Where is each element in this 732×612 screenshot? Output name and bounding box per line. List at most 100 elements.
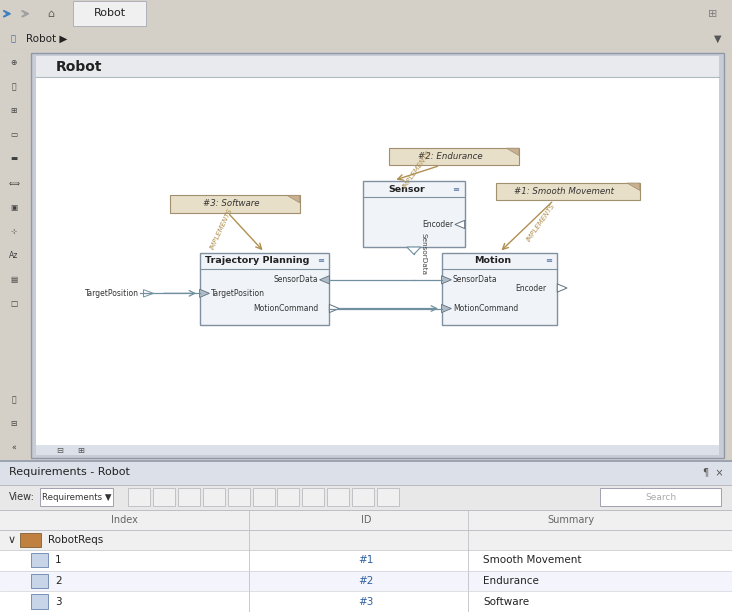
Text: Requirements - Robot: Requirements - Robot: [9, 468, 130, 477]
Text: IMPLEMENTS: IMPLEMENTS: [401, 149, 432, 189]
Text: ⌂: ⌂: [48, 9, 55, 19]
Text: SensorData: SensorData: [274, 275, 318, 285]
Text: TargetPosition: TargetPosition: [211, 289, 265, 298]
Text: □: □: [10, 299, 18, 308]
FancyBboxPatch shape: [20, 533, 41, 547]
Text: #1: Smooth Movement: #1: Smooth Movement: [514, 187, 614, 196]
Text: ▤: ▤: [10, 275, 18, 284]
Text: ▭: ▭: [10, 130, 18, 140]
FancyBboxPatch shape: [31, 553, 48, 567]
FancyBboxPatch shape: [0, 510, 732, 530]
Text: ⊕: ⊕: [11, 58, 17, 67]
Text: Az: Az: [10, 251, 18, 259]
Polygon shape: [200, 289, 209, 297]
FancyBboxPatch shape: [600, 488, 721, 506]
FancyBboxPatch shape: [128, 488, 150, 506]
Text: ⬛: ⬛: [11, 34, 16, 43]
Text: MotionCommand: MotionCommand: [453, 304, 518, 313]
FancyBboxPatch shape: [0, 485, 732, 510]
Text: 🔍: 🔍: [12, 82, 16, 91]
Text: ¶  ×: ¶ ×: [703, 468, 723, 477]
Text: ≡: ≡: [317, 256, 324, 266]
FancyBboxPatch shape: [389, 148, 519, 165]
Text: Encoder: Encoder: [422, 220, 454, 229]
Text: 📷: 📷: [12, 395, 16, 405]
Text: ≡: ≡: [452, 185, 459, 193]
FancyBboxPatch shape: [228, 488, 250, 506]
Polygon shape: [287, 195, 299, 203]
FancyBboxPatch shape: [327, 488, 349, 506]
Text: Sensor: Sensor: [389, 185, 425, 193]
FancyBboxPatch shape: [36, 56, 720, 455]
Text: Robot: Robot: [56, 59, 102, 73]
FancyBboxPatch shape: [253, 488, 274, 506]
Text: ⊞: ⊞: [77, 446, 84, 455]
Text: ⊟: ⊟: [56, 446, 63, 455]
Text: 2: 2: [55, 576, 61, 586]
FancyBboxPatch shape: [363, 181, 465, 247]
Text: MotionCommand: MotionCommand: [253, 304, 318, 313]
Polygon shape: [143, 289, 153, 297]
Text: ID: ID: [361, 515, 371, 525]
FancyBboxPatch shape: [31, 594, 48, 609]
Polygon shape: [407, 247, 421, 255]
Text: ⊹: ⊹: [11, 226, 17, 236]
FancyBboxPatch shape: [377, 488, 399, 506]
Text: ▼: ▼: [714, 34, 721, 44]
Text: ∨: ∨: [7, 535, 15, 545]
Text: Software: Software: [483, 597, 529, 606]
Text: #2: Endurance: #2: Endurance: [418, 152, 482, 162]
Text: Trajectory Planning: Trajectory Planning: [205, 256, 310, 266]
Polygon shape: [320, 275, 329, 284]
Text: Index: Index: [111, 515, 138, 525]
Text: Robot ▶: Robot ▶: [26, 34, 67, 44]
Text: #2: #2: [358, 576, 374, 586]
Text: ⊞: ⊞: [708, 9, 717, 19]
Text: Encoder: Encoder: [515, 283, 546, 293]
Text: ⟺: ⟺: [9, 179, 19, 187]
Polygon shape: [441, 275, 452, 284]
Text: 3: 3: [55, 597, 61, 606]
FancyBboxPatch shape: [302, 488, 324, 506]
Text: Search: Search: [646, 493, 676, 501]
Text: ≡: ≡: [545, 256, 552, 266]
FancyBboxPatch shape: [36, 56, 720, 77]
Polygon shape: [507, 148, 519, 155]
FancyBboxPatch shape: [200, 253, 329, 325]
FancyBboxPatch shape: [0, 591, 732, 612]
FancyBboxPatch shape: [441, 253, 557, 325]
Text: ▣: ▣: [10, 203, 18, 212]
Text: ⊟: ⊟: [11, 419, 17, 428]
Text: «: «: [12, 444, 16, 452]
Text: Motion: Motion: [474, 256, 511, 266]
FancyBboxPatch shape: [0, 570, 732, 591]
FancyBboxPatch shape: [203, 488, 225, 506]
Polygon shape: [455, 220, 465, 228]
Text: ⊞: ⊞: [11, 106, 17, 115]
Polygon shape: [557, 284, 567, 292]
Text: IMPLEMENTS: IMPLEMENTS: [209, 207, 234, 250]
Text: #3: Software: #3: Software: [203, 200, 259, 209]
FancyBboxPatch shape: [31, 573, 48, 588]
FancyBboxPatch shape: [0, 530, 732, 550]
Text: IMPLEMENTS: IMPLEMENTS: [526, 202, 556, 242]
Text: RobotReqs: RobotReqs: [48, 535, 102, 545]
Polygon shape: [441, 304, 452, 313]
Text: Endurance: Endurance: [483, 576, 539, 586]
Text: TargetPosition: TargetPosition: [85, 289, 138, 298]
FancyBboxPatch shape: [40, 488, 113, 506]
FancyBboxPatch shape: [178, 488, 200, 506]
Polygon shape: [627, 183, 640, 190]
FancyBboxPatch shape: [277, 488, 299, 506]
FancyBboxPatch shape: [352, 488, 374, 506]
FancyBboxPatch shape: [0, 550, 732, 570]
Text: Requirements ▼: Requirements ▼: [42, 493, 111, 501]
Text: #1: #1: [358, 555, 374, 565]
FancyBboxPatch shape: [170, 195, 299, 212]
Text: View:: View:: [9, 492, 34, 502]
FancyBboxPatch shape: [496, 183, 640, 200]
Text: SensorData: SensorData: [453, 275, 498, 285]
Text: Smooth Movement: Smooth Movement: [483, 555, 582, 565]
FancyBboxPatch shape: [0, 460, 732, 485]
FancyBboxPatch shape: [73, 1, 146, 26]
